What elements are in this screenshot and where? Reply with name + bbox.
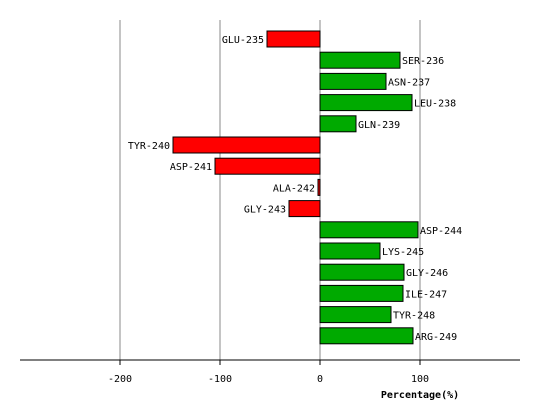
bar-label-tyr-240: TYR-240: [128, 141, 170, 152]
bar-label-gly-243: GLY-243: [244, 205, 286, 216]
x-axis-title: Percentage(%): [381, 390, 459, 401]
bar-label-ser-236: SER-236: [402, 56, 444, 67]
bar-label-tyr-248: TYR-248: [393, 311, 435, 322]
bar-ser-236: [319, 51, 401, 69]
bar-labels: GLU-235 SER-236 ASN-237 LEU-238 GLN-239 TYR-2…: [128, 35, 462, 343]
bar-tyr-248: [319, 306, 392, 324]
bar-label-ile-247: ILE-247: [405, 289, 447, 300]
bar-asn-237: [319, 72, 387, 90]
bar-tyr-240: [172, 136, 321, 154]
bar-gly-243: [288, 200, 321, 218]
bar-label-ala-242: ALA-242: [273, 183, 315, 194]
bar-label-gly-246: GLY-246: [406, 268, 448, 279]
x-tick-label: 0: [317, 374, 323, 385]
bar-label-asp-244: ASP-244: [420, 226, 462, 237]
bar-leu-238: [319, 94, 413, 112]
bar-asp-241: [214, 157, 321, 175]
bar-asp-244: [319, 221, 419, 239]
bar-ala-242: [317, 178, 321, 196]
x-axis: -200 -100 0 100: [20, 359, 520, 385]
bar-lys-245: [319, 242, 381, 260]
bar-label-glu-235: GLU-235: [222, 35, 264, 46]
bar-label-asn-237: ASN-237: [388, 77, 430, 88]
bar-ile-247: [319, 284, 404, 302]
x-tick-label: -200: [108, 374, 132, 385]
x-tick-label: -100: [208, 374, 232, 385]
bar-label-lys-245: LYS-245: [382, 247, 424, 258]
bar-glu-235: [266, 30, 321, 48]
bar-gln-239: [319, 115, 357, 133]
bar-gly-246: [319, 263, 405, 281]
bar-label-leu-238: LEU-238: [414, 99, 456, 110]
bar-arg-249: [319, 327, 414, 345]
bar-label-arg-249: ARG-249: [415, 332, 457, 343]
x-tick-label: 100: [411, 374, 429, 385]
bar-label-gln-239: GLN-239: [358, 120, 400, 131]
bar-label-asp-241: ASP-241: [170, 162, 212, 173]
bars: [172, 30, 419, 345]
